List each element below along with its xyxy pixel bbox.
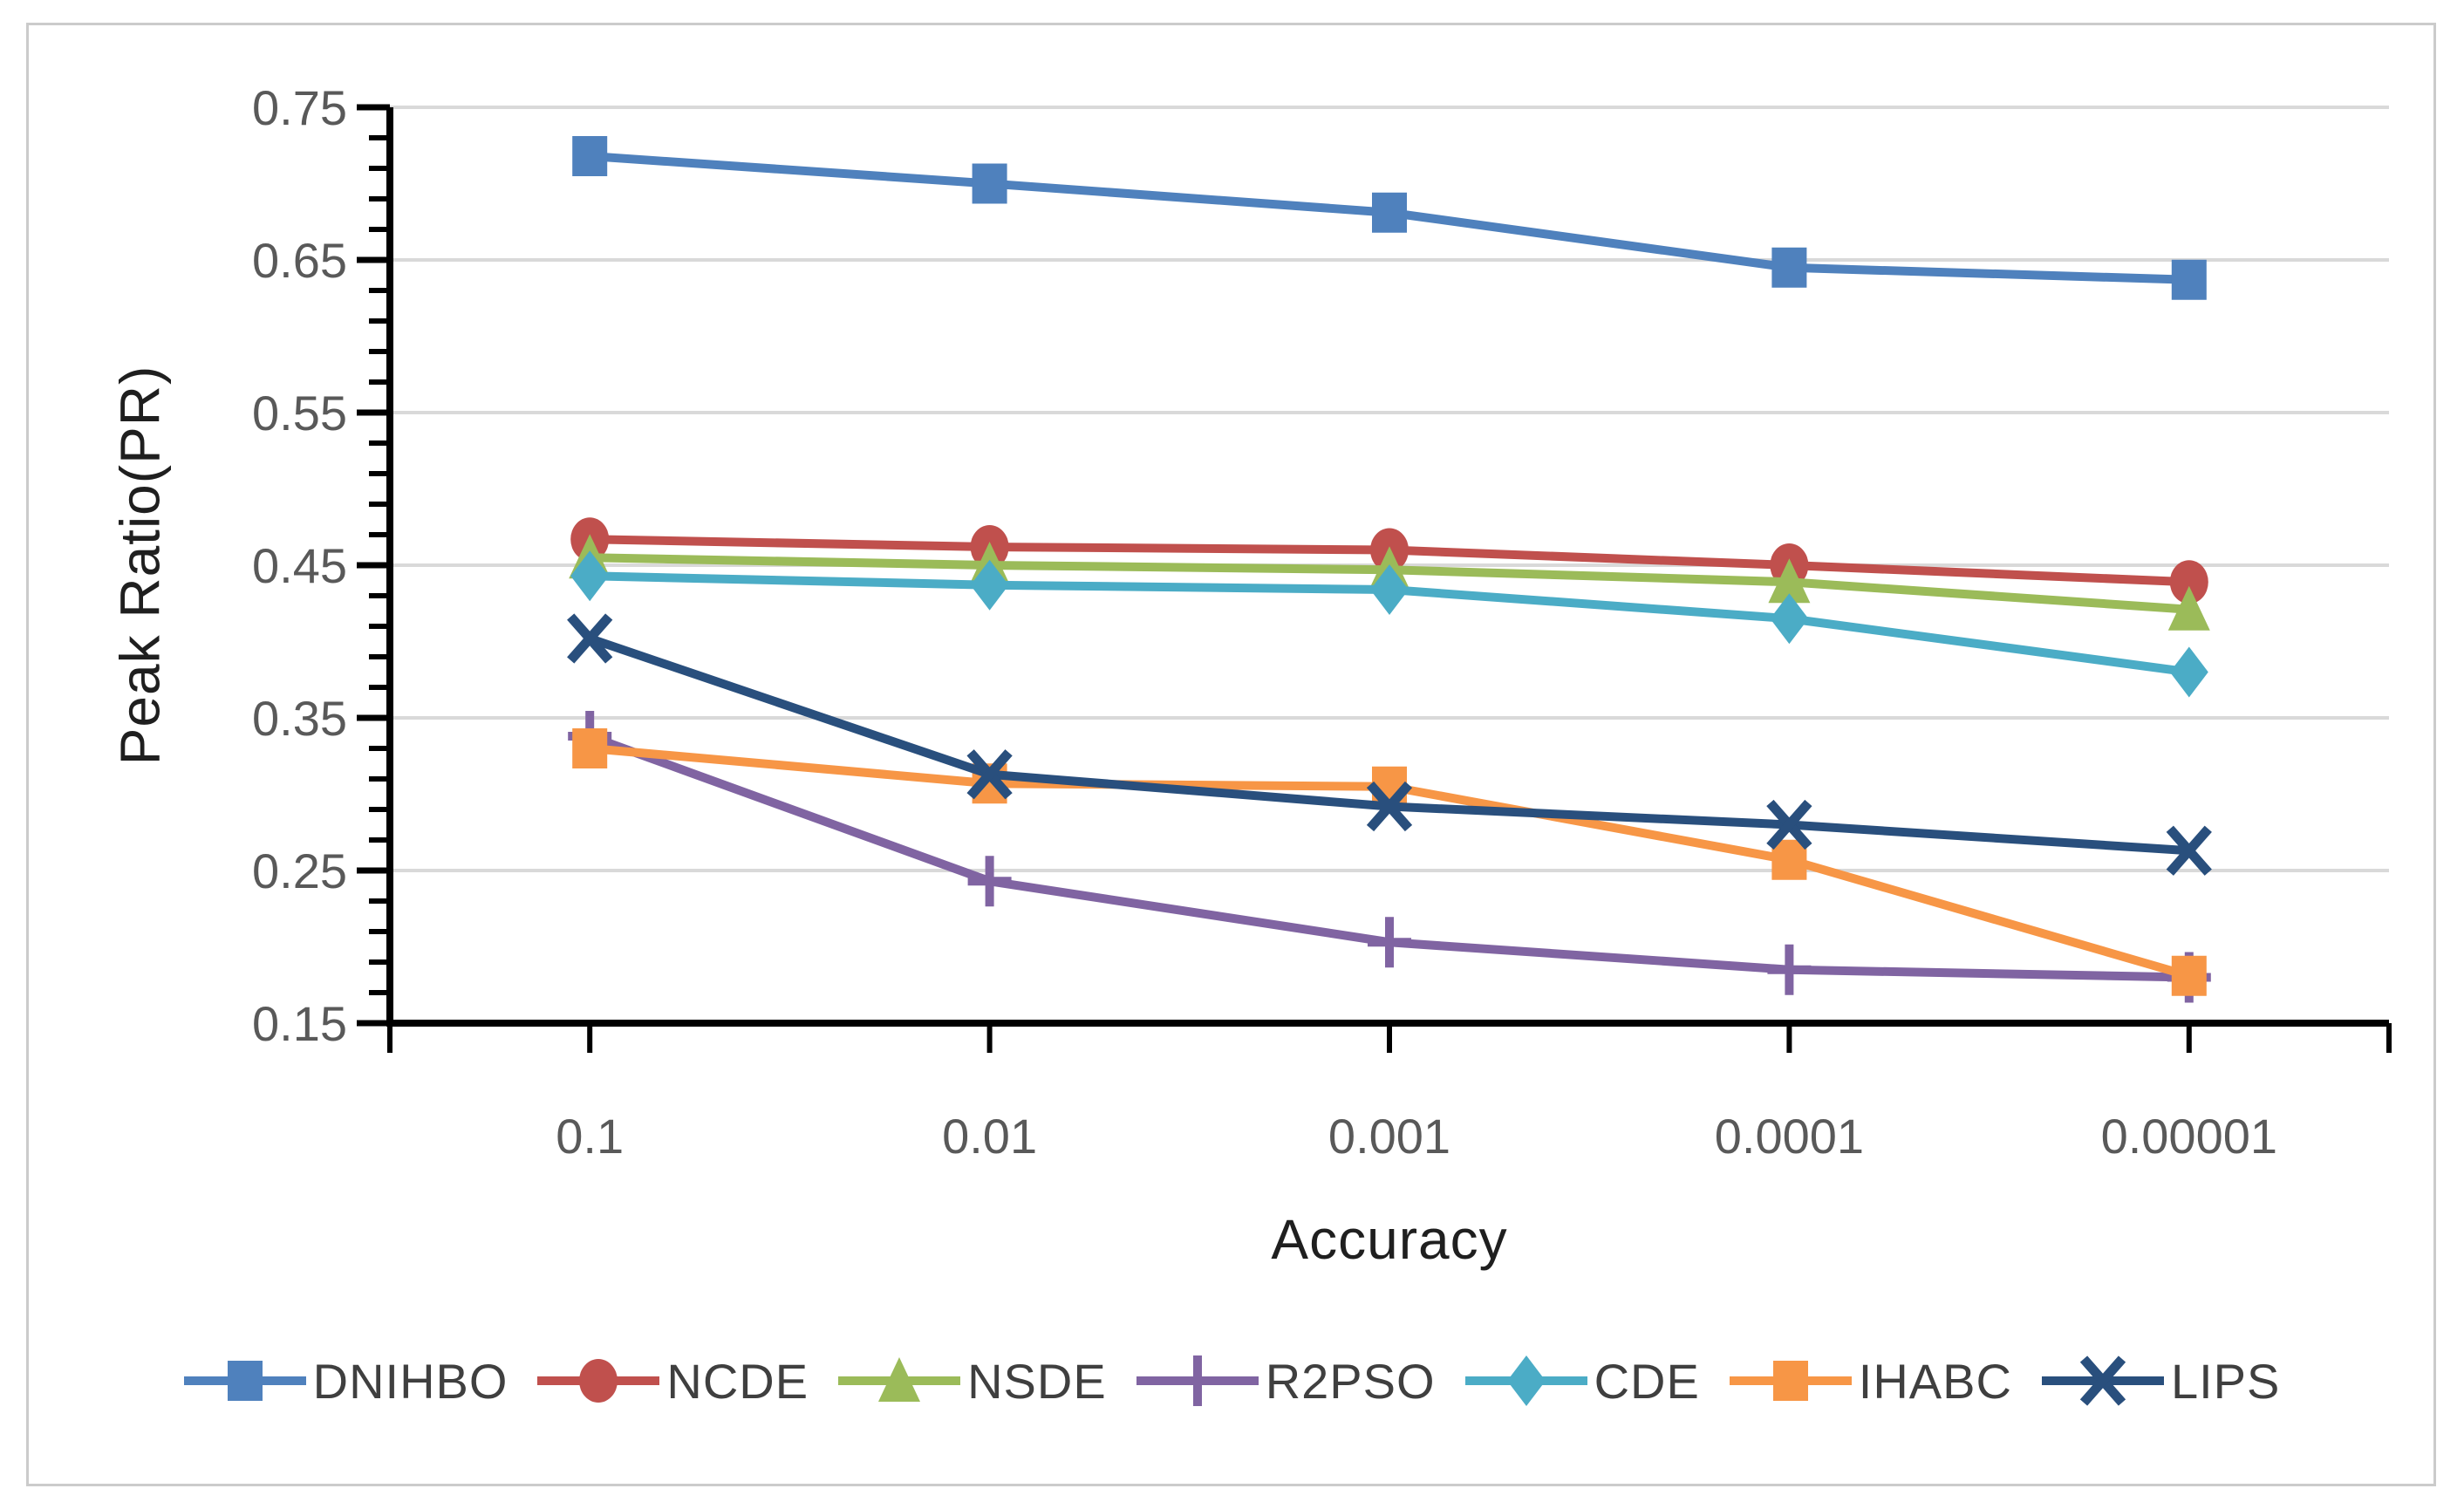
series-marker-CDE [1770, 593, 1809, 645]
legend-label: R2PSO [1265, 1353, 1436, 1409]
legend-marker-NCDE [579, 1359, 618, 1403]
legend-marker-CDE [1506, 1355, 1546, 1406]
x-tick-label: 0.001 [1328, 1109, 1450, 1164]
legend-label: NCDE [666, 1353, 809, 1409]
series-DNIHBO [572, 136, 2207, 300]
legend-marker-icon [838, 1357, 961, 1402]
y-axis-title-text: Peak Ratio(PR) [108, 365, 171, 766]
legend-marker-LIPS [2079, 1355, 2126, 1406]
series-marker-NSDE [2167, 585, 2210, 631]
series-marker-R2PSO [1767, 965, 1812, 974]
y-tick-label: 0.75 [252, 80, 347, 135]
y-tick-label: 0.55 [252, 386, 347, 440]
series-R2PSO [568, 711, 2211, 1003]
x-axis-title: Accuracy [1271, 1208, 1508, 1271]
legend-item-LIPS: LIPS [2041, 1349, 2281, 1412]
legend-marker-icon [1136, 1355, 1259, 1406]
y-tick-label: 0.25 [252, 843, 347, 898]
series-marker-DNIHBO [1771, 247, 1807, 288]
series-marker-IHABC [1771, 839, 1807, 880]
series-marker-NCDE [2169, 560, 2208, 604]
series-marker-CDE [1370, 564, 1409, 615]
legend-item-CDE: CDE [1464, 1349, 1700, 1412]
series-marker-LIPS [1766, 799, 1812, 850]
legend-marker-NSDE [878, 1357, 921, 1402]
legend-label: IHABC [1858, 1353, 2012, 1409]
legend-marker-icon [183, 1361, 306, 1401]
legend-item-NCDE: NCDE [537, 1349, 809, 1412]
y-tick-label: 0.35 [252, 691, 347, 746]
series-marker-R2PSO [1368, 938, 1411, 947]
series-marker-DNIHBO [572, 136, 608, 176]
legend-marker-icon [2041, 1355, 2164, 1406]
legend: DNIHBO NCDE NSDE R2PSO CDE IHABC LIPS [35, 1333, 2429, 1429]
series-marker-NSDE [1768, 558, 1811, 604]
legend-item-DNIHBO: DNIHBO [183, 1349, 508, 1412]
series-marker-LIPS [2166, 825, 2212, 876]
series-marker-DNIHBO [2171, 259, 2207, 300]
legend-marker-DNIHBO [227, 1361, 263, 1401]
series-marker-LIPS [966, 749, 1013, 800]
legend-label: NSDE [967, 1353, 1107, 1409]
series-marker-IHABC [572, 728, 608, 768]
legend-item-IHABC: IHABC [1729, 1349, 2012, 1412]
legend-marker-icon [1464, 1355, 1587, 1406]
x-tick-label: 0.01 [942, 1109, 1037, 1164]
series-marker-CDE [2169, 646, 2208, 698]
series-marker-R2PSO [967, 877, 1012, 886]
legend-label: CDE [1594, 1353, 1700, 1409]
series-marker-LIPS [1366, 781, 1413, 832]
y-tick-label: 0.65 [252, 233, 347, 288]
legend-marker-icon [1729, 1361, 1852, 1401]
series-marker-IHABC [2171, 955, 2207, 996]
series-marker-DNIHBO [1372, 192, 1407, 233]
series-marker-CDE [970, 559, 1009, 611]
legend-item-NSDE: NSDE [838, 1349, 1107, 1412]
series-CDE [570, 550, 2208, 698]
x-tick-label: 0.0001 [1715, 1109, 1864, 1164]
legend-label: LIPS [2170, 1353, 2281, 1409]
legend-item-R2PSO: R2PSO [1136, 1349, 1436, 1412]
x-tick-label: 0.1 [556, 1109, 624, 1164]
series-marker-LIPS [567, 613, 613, 664]
y-tick-label: 0.45 [252, 538, 347, 593]
y-tick-label: 0.15 [252, 996, 347, 1051]
series-marker-CDE [570, 550, 610, 602]
series-LIPS [567, 613, 2212, 876]
x-tick-label: 0.00001 [2101, 1109, 2277, 1164]
y-axis-title: Peak Ratio(PR) [96, 107, 183, 1023]
legend-marker-IHABC [1772, 1361, 1808, 1401]
legend-marker-R2PSO [1175, 1376, 1219, 1385]
legend-marker-icon [537, 1359, 660, 1403]
legend-label: DNIHBO [312, 1353, 508, 1409]
series-marker-DNIHBO [972, 163, 1007, 204]
